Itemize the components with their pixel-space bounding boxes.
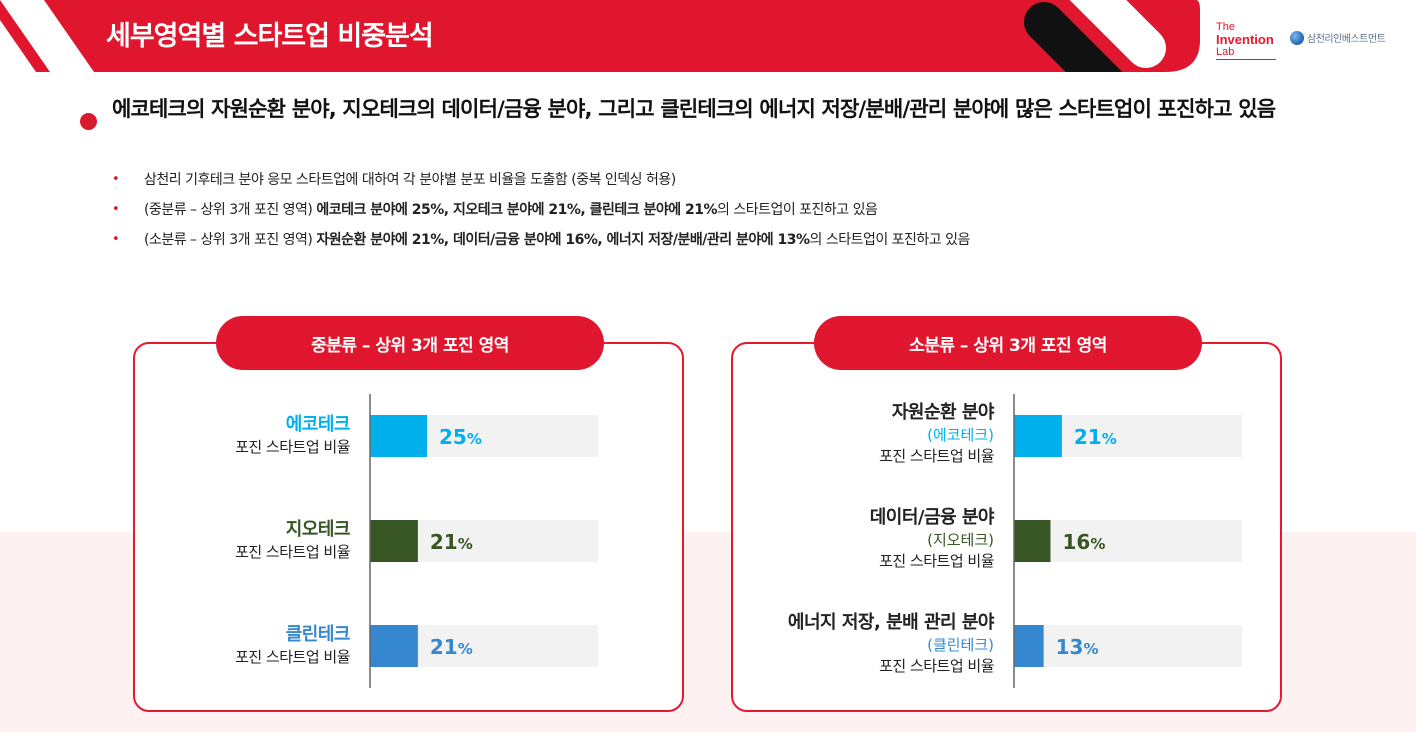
category-group: (에코테크) (927, 426, 994, 444)
category-label: 자원순환 분야 (에코테크) 포진 스타트업 비율 (879, 401, 994, 467)
logo-text-lab: Lab (1216, 46, 1235, 58)
bullet-item: (소분류 – 상위 3개 포진 영역) 자원순환 분야에 21%, 데이터/금융… (112, 230, 1312, 260)
category-group: (지오테크) (927, 531, 994, 549)
page-title: 세부영역별 스타트업 비중분석 (106, 21, 434, 52)
bar (370, 625, 418, 667)
category-name: 에코테크 (285, 414, 351, 435)
headline: 에코테크의 자원순환 분야, 지오테크의 데이터/금융 분야, 그리고 클린테크… (112, 97, 1276, 121)
bullet-item: (중분류 – 상위 3개 포진 영역) 에코테크 분야에 25%, 지오테크 분… (112, 200, 1312, 230)
category-name: 에너지 저장, 분배 관리 분야 (787, 612, 995, 633)
bar (1014, 625, 1044, 667)
bullet-text: (중분류 – 상위 3개 포진 영역) (144, 202, 317, 218)
category-label: 데이터/금융 분야 (지오테크) 포진 스타트업 비율 (869, 506, 995, 572)
data-label: 21% (430, 530, 473, 554)
bullet-bold: 자원순환 분야에 21%, 데이터/금융 분야에 16%, 에너지 저장/분배/… (316, 232, 810, 248)
category-name: 지오테크 (285, 519, 351, 540)
category-subtitle: 포진 스타트업 비율 (879, 552, 994, 570)
data-label: 13% (1056, 635, 1099, 659)
category-name: 클린테크 (285, 624, 351, 645)
category-subtitle: 포진 스타트업 비율 (879, 657, 994, 675)
category-group: (클린테크) (927, 636, 994, 654)
data-label: 16% (1062, 530, 1105, 554)
header-graphic (0, 0, 1200, 72)
data-label: 25% (439, 425, 482, 449)
samchully-logo-icon (1290, 30, 1304, 45)
category-subtitle: 포진 스타트업 비율 (235, 543, 350, 561)
bullet-bold: 에코테크 분야에 25%, 지오테크 분야에 21%, 클린테크 분야에 21% (316, 202, 717, 218)
logo-text-the: The (1216, 21, 1235, 33)
bullet-text: (소분류 – 상위 3개 포진 영역) (144, 232, 317, 248)
bullet-list: 삼천리 기후테크 분야 응모 스타트업에 대하여 각 분야별 분포 비율을 도출… (112, 170, 1312, 260)
mid-category-chart: 25% 21% 21% 에코테크 포진 스타트업 비율 지오테크 포진 스타트업 비율 클린테… (170, 394, 610, 688)
category-subtitle: 포진 스타트업 비율 (235, 648, 350, 666)
category-name: 자원순환 분야 (891, 402, 995, 423)
invention-lab-logo: The Invention Lab (1216, 22, 1278, 60)
category-subtitle: 포진 스타트업 비율 (235, 438, 350, 456)
bar (1014, 520, 1051, 562)
samchully-logo: 삼천리인베스트먼트 (1290, 30, 1386, 45)
logo-underline (1216, 59, 1276, 60)
category-subtitle: 포진 스타트업 비율 (879, 447, 994, 465)
bullet-text: 삼천리 기후테크 분야 응모 스타트업에 대하여 각 분야별 분포 비율을 도출… (144, 172, 676, 188)
sub-category-title: 소분류 – 상위 3개 포진 영역 (814, 316, 1202, 370)
logo-text-invention: Invention (1216, 32, 1274, 47)
sub-category-chart: 21% 16% 13% 자원순환 분야 (에코테크) 포진 스타트업 비율 데이터/금융 분… (740, 394, 1260, 688)
data-label: 21% (430, 635, 473, 659)
bullet-tail: 의 스타트업이 포진하고 있음 (809, 232, 970, 248)
bar (370, 520, 418, 562)
bar-track (1014, 520, 1242, 562)
bullet-tail: 의 스타트업이 포진하고 있음 (716, 202, 878, 218)
bar (370, 415, 427, 457)
samchully-logo-text: 삼천리인베스트먼트 (1307, 34, 1386, 45)
bullet-item: 삼천리 기후테크 분야 응모 스타트업에 대하여 각 분야별 분포 비율을 도출… (112, 170, 1312, 200)
mid-category-title: 중분류 – 상위 3개 포진 영역 (216, 316, 604, 370)
category-name: 데이터/금융 분야 (869, 507, 995, 528)
headline-bullet-icon (80, 113, 97, 130)
bar-track (1014, 625, 1242, 667)
header-banner: 세부영역별 스타트업 비중분석 The Invention Lab 삼천리인베스… (0, 0, 1416, 72)
bar (1014, 415, 1062, 457)
category-label: 에너지 저장, 분배 관리 분야 (클린테크) 포진 스타트업 비율 (787, 611, 995, 677)
chart-svg: 21% 16% 13% (1013, 394, 1242, 688)
data-label: 21% (1074, 425, 1117, 449)
chart-svg: 25% 21% 21% (369, 394, 598, 688)
